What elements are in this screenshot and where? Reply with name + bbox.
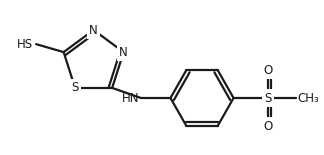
Text: N: N: [119, 46, 128, 59]
Text: N: N: [89, 24, 98, 36]
Text: S: S: [264, 91, 272, 104]
Text: S: S: [71, 81, 79, 94]
Text: HN: HN: [122, 91, 139, 104]
Text: CH₃: CH₃: [298, 91, 319, 104]
Text: O: O: [263, 120, 273, 133]
Text: O: O: [263, 64, 273, 77]
Text: HS: HS: [17, 38, 33, 51]
